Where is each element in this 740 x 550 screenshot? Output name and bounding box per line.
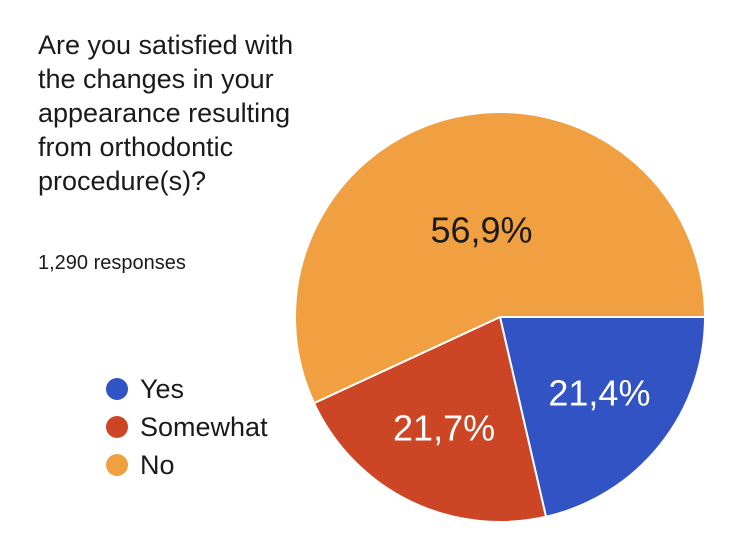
slice-label-no: 56,9% (430, 209, 532, 250)
legend-swatch-yes (106, 378, 128, 400)
legend-item-somewhat[interactable]: Somewhat (106, 408, 268, 446)
legend-swatch-somewhat (106, 416, 128, 438)
chart-title-line: the changes in your (38, 64, 274, 94)
slice-label-yes: 21,4% (548, 373, 650, 414)
response-count: 1,290 responses (38, 252, 186, 274)
chart-title-line: appearance resulting (38, 98, 291, 128)
legend: Yes Somewhat No (106, 370, 268, 484)
legend-label: Somewhat (140, 411, 268, 442)
slice-label-somewhat: 21,7% (393, 408, 495, 449)
chart-title-line: procedure(s)? (38, 166, 207, 196)
pie-slice-somewhat[interactable] (312, 315, 548, 523)
legend-label: No (140, 449, 175, 480)
chart-title: Are you satisfied with the changes in yo… (38, 28, 328, 198)
chart-title-line: Are you satisfied with (38, 30, 294, 60)
legend-swatch-no (106, 454, 128, 476)
legend-item-no[interactable]: No (106, 446, 268, 484)
legend-item-yes[interactable]: Yes (106, 370, 268, 408)
pie-slice-yes[interactable] (498, 316, 707, 518)
legend-label: Yes (140, 373, 185, 404)
chart-title-line: from orthodontic (38, 132, 234, 162)
pie-slice-no[interactable] (294, 111, 707, 405)
